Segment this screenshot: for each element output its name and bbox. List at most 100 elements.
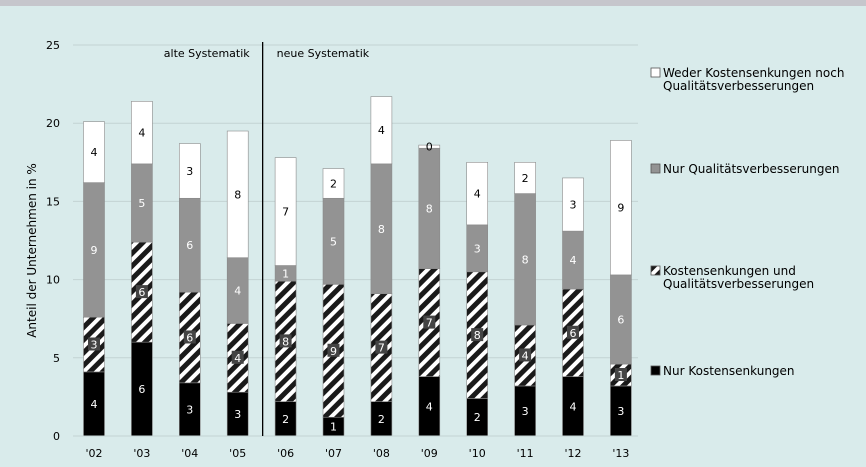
legend: Weder Kostensenkungen nochQualitätsverbe… bbox=[650, 66, 844, 378]
data-label: 4 bbox=[474, 188, 481, 201]
data-label: 3 bbox=[234, 408, 241, 421]
data-label: 2 bbox=[522, 172, 529, 185]
label-backdrop bbox=[567, 325, 579, 339]
x-tick-label: '13 bbox=[612, 447, 629, 460]
y-tick-label: 25 bbox=[46, 39, 60, 52]
x-tick-label: '02 bbox=[85, 447, 102, 460]
data-label: 4 bbox=[378, 124, 385, 137]
legend-label: Nur Qualitätsverbesserungen bbox=[663, 162, 839, 176]
bar-segment bbox=[514, 162, 536, 194]
x-tick-label: '04 bbox=[181, 447, 198, 460]
label-backdrop bbox=[471, 328, 484, 342]
data-label: 9 bbox=[617, 202, 624, 215]
data-label: 7 bbox=[282, 206, 289, 219]
legend-swatch bbox=[650, 67, 661, 78]
bar-segment bbox=[179, 143, 201, 199]
y-tick-label: 20 bbox=[46, 117, 60, 130]
bar-segment bbox=[274, 157, 297, 266]
legend-label: Weder Kostensenkungen noch bbox=[663, 66, 844, 80]
data-label: 7 bbox=[378, 342, 385, 355]
data-label: 4 bbox=[234, 285, 241, 298]
data-label: 9 bbox=[330, 345, 337, 358]
data-label: 6 bbox=[186, 239, 193, 252]
top-border bbox=[0, 0, 866, 6]
data-label: 3 bbox=[474, 242, 481, 255]
y-tick-label: 5 bbox=[53, 352, 60, 365]
bar-segment bbox=[562, 177, 584, 232]
x-tick-label: '06 bbox=[277, 447, 294, 460]
data-label: 8 bbox=[282, 335, 289, 348]
data-label: 3 bbox=[522, 405, 529, 418]
period-label-new: neue Systematik bbox=[277, 47, 370, 60]
label-backdrop bbox=[375, 340, 388, 354]
data-label: 7 bbox=[426, 317, 433, 330]
label-backdrop bbox=[88, 337, 100, 351]
data-label: 1 bbox=[330, 421, 337, 434]
data-label: 4 bbox=[570, 400, 577, 413]
bar-segment bbox=[322, 168, 345, 199]
x-tick-label: '12 bbox=[564, 447, 581, 460]
bar-segment bbox=[466, 162, 489, 226]
label-backdrop bbox=[614, 368, 627, 382]
legend-label: Qualitätsverbesserungen bbox=[663, 277, 814, 291]
data-label: 4 bbox=[522, 349, 529, 362]
x-tick-label: '10 bbox=[469, 447, 486, 460]
bar-segment bbox=[610, 140, 632, 276]
data-label: 8 bbox=[426, 202, 433, 215]
legend-label: Qualitätsverbesserungen bbox=[663, 79, 814, 93]
legend-label: Kostensenkungen und bbox=[663, 264, 796, 278]
data-label: 8 bbox=[378, 223, 385, 236]
data-label: 1 bbox=[282, 267, 289, 280]
data-label: 4 bbox=[138, 127, 145, 140]
grid-lines bbox=[73, 44, 638, 359]
label-backdrop bbox=[183, 330, 196, 344]
label-backdrop bbox=[423, 315, 436, 329]
data-label: 6 bbox=[138, 383, 145, 396]
data-label: 2 bbox=[330, 177, 337, 190]
bars: 4 3 9 4 6 6 5 4 3 6 6 3 3 4 4 8 2 8 1 7 1 9 5 2 2 7 8 4 4 7 8 0 2 8 3 4 3 4 8 2… bbox=[83, 96, 632, 437]
y-tick-label: 10 bbox=[46, 274, 60, 287]
data-label: 3 bbox=[186, 165, 193, 178]
x-tick-label: '09 bbox=[421, 447, 438, 460]
data-label: 3 bbox=[570, 199, 577, 212]
data-label: 0 bbox=[426, 141, 433, 154]
data-label: 6 bbox=[570, 327, 577, 340]
data-label: 4 bbox=[234, 352, 241, 365]
data-label: 2 bbox=[378, 413, 385, 426]
data-label: 6 bbox=[138, 286, 145, 299]
y-tick-label: 0 bbox=[53, 430, 60, 443]
label-backdrop bbox=[135, 285, 148, 299]
data-label: 9 bbox=[91, 244, 98, 257]
y-axis-title: Anteil der Unternehmen in % bbox=[25, 163, 39, 338]
x-tick-label: '05 bbox=[229, 447, 246, 460]
label-backdrop bbox=[327, 343, 340, 357]
x-tick-label: '07 bbox=[325, 447, 342, 460]
data-label: 5 bbox=[138, 197, 145, 210]
data-label: 4 bbox=[91, 146, 98, 159]
period-label-old: alte Systematik bbox=[164, 47, 251, 60]
data-label: 2 bbox=[282, 413, 289, 426]
x-tick-label: '11 bbox=[517, 447, 534, 460]
x-tick-label: '08 bbox=[373, 447, 390, 460]
legend-swatch bbox=[650, 365, 661, 376]
data-label: 3 bbox=[91, 339, 98, 352]
data-label: 8 bbox=[522, 253, 529, 266]
x-tick-label: '03 bbox=[133, 447, 150, 460]
legend-label: Nur Kostensenkungen bbox=[663, 364, 795, 378]
data-label: 8 bbox=[474, 329, 481, 342]
data-label: 6 bbox=[617, 313, 624, 326]
legend-swatch bbox=[650, 163, 661, 174]
data-label: 2 bbox=[474, 411, 481, 424]
data-label: 6 bbox=[186, 331, 193, 344]
y-tick-label: 15 bbox=[46, 195, 60, 208]
data-label: 8 bbox=[234, 188, 241, 201]
bar-segment bbox=[226, 130, 249, 259]
data-label: 3 bbox=[186, 403, 193, 416]
data-label: 5 bbox=[330, 235, 337, 248]
label-backdrop bbox=[279, 334, 292, 348]
bar-segment bbox=[418, 144, 441, 149]
data-label: 4 bbox=[570, 254, 577, 267]
legend-swatch bbox=[650, 265, 661, 276]
